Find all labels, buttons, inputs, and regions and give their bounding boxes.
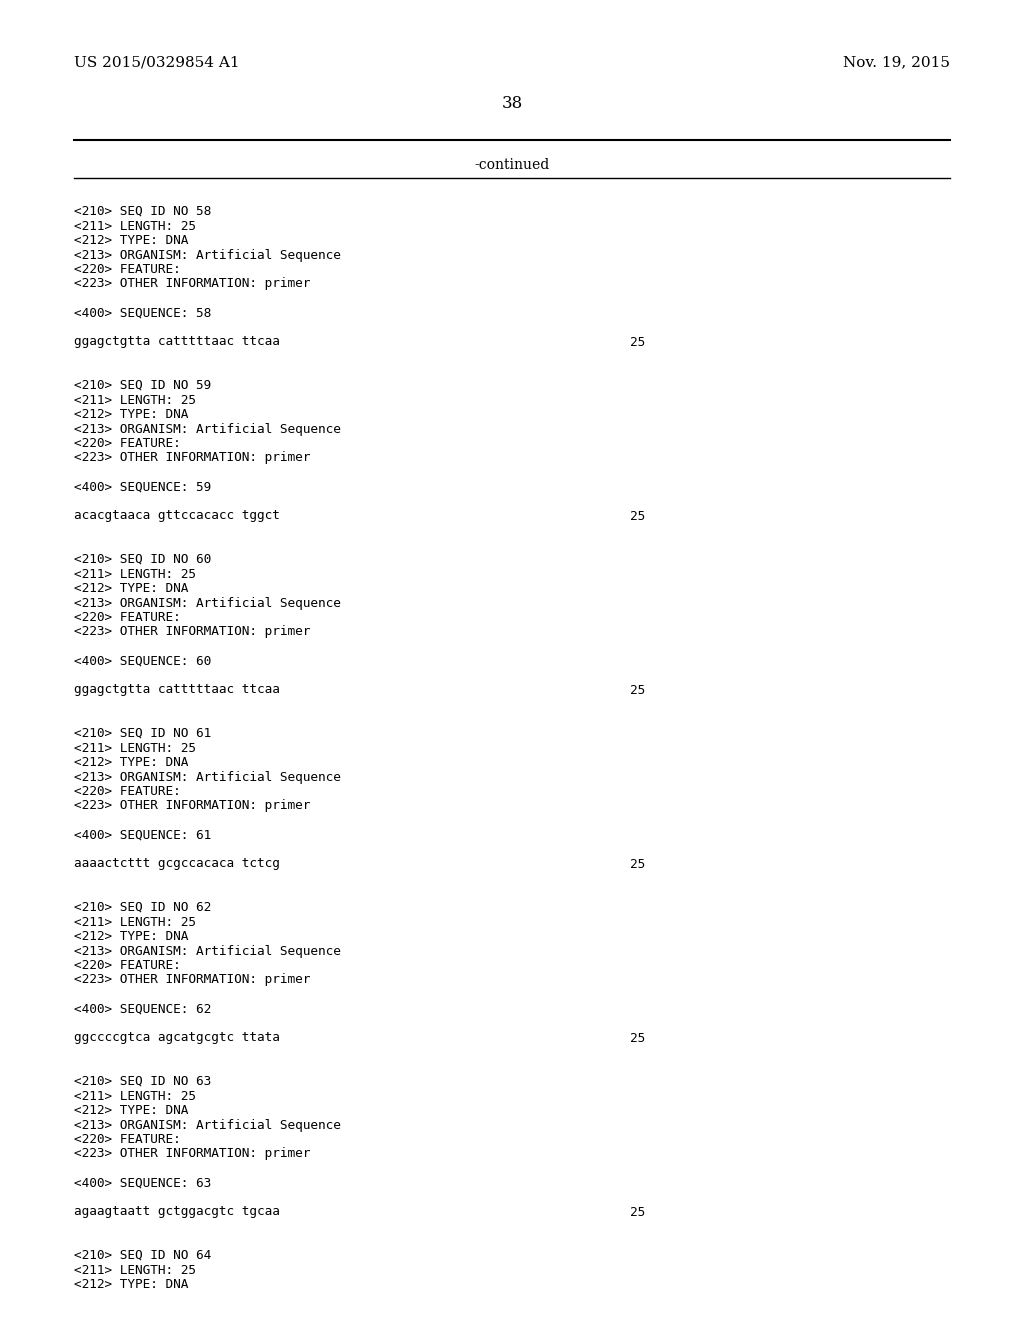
- Text: <223> OTHER INFORMATION: primer: <223> OTHER INFORMATION: primer: [74, 1147, 310, 1160]
- Text: Nov. 19, 2015: Nov. 19, 2015: [844, 55, 950, 69]
- Text: <400> SEQUENCE: 59: <400> SEQUENCE: 59: [74, 480, 211, 494]
- Text: <223> OTHER INFORMATION: primer: <223> OTHER INFORMATION: primer: [74, 974, 310, 986]
- Text: <223> OTHER INFORMATION: primer: <223> OTHER INFORMATION: primer: [74, 451, 310, 465]
- Text: <211> LENGTH: 25: <211> LENGTH: 25: [74, 1263, 196, 1276]
- Text: <210> SEQ ID NO 64: <210> SEQ ID NO 64: [74, 1249, 211, 1262]
- Text: <213> ORGANISM: Artificial Sequence: <213> ORGANISM: Artificial Sequence: [74, 771, 341, 784]
- Text: <213> ORGANISM: Artificial Sequence: <213> ORGANISM: Artificial Sequence: [74, 945, 341, 957]
- Text: <212> TYPE: DNA: <212> TYPE: DNA: [74, 756, 188, 770]
- Text: <223> OTHER INFORMATION: primer: <223> OTHER INFORMATION: primer: [74, 277, 310, 290]
- Text: acacgtaaca gttccacacc tggct: acacgtaaca gttccacacc tggct: [74, 510, 280, 523]
- Text: 25: 25: [630, 510, 645, 523]
- Text: 25: 25: [630, 858, 645, 870]
- Text: <213> ORGANISM: Artificial Sequence: <213> ORGANISM: Artificial Sequence: [74, 597, 341, 610]
- Text: <220> FEATURE:: <220> FEATURE:: [74, 960, 180, 972]
- Text: 25: 25: [630, 335, 645, 348]
- Text: -continued: -continued: [474, 158, 550, 172]
- Text: <211> LENGTH: 25: <211> LENGTH: 25: [74, 393, 196, 407]
- Text: <400> SEQUENCE: 60: <400> SEQUENCE: 60: [74, 655, 211, 668]
- Text: agaagtaatt gctggacgtc tgcaa: agaagtaatt gctggacgtc tgcaa: [74, 1205, 280, 1218]
- Text: 38: 38: [502, 95, 522, 112]
- Text: <210> SEQ ID NO 60: <210> SEQ ID NO 60: [74, 553, 211, 566]
- Text: <220> FEATURE:: <220> FEATURE:: [74, 1133, 180, 1146]
- Text: US 2015/0329854 A1: US 2015/0329854 A1: [74, 55, 240, 69]
- Text: aaaactcttt gcgccacaca tctcg: aaaactcttt gcgccacaca tctcg: [74, 858, 280, 870]
- Text: <210> SEQ ID NO 63: <210> SEQ ID NO 63: [74, 1074, 211, 1088]
- Text: ggagctgtta catttttaac ttcaa: ggagctgtta catttttaac ttcaa: [74, 684, 280, 697]
- Text: <400> SEQUENCE: 63: <400> SEQUENCE: 63: [74, 1176, 211, 1189]
- Text: <220> FEATURE:: <220> FEATURE:: [74, 263, 180, 276]
- Text: <212> TYPE: DNA: <212> TYPE: DNA: [74, 931, 188, 942]
- Text: <400> SEQUENCE: 61: <400> SEQUENCE: 61: [74, 829, 211, 842]
- Text: <212> TYPE: DNA: <212> TYPE: DNA: [74, 582, 188, 595]
- Text: 25: 25: [630, 684, 645, 697]
- Text: <223> OTHER INFORMATION: primer: <223> OTHER INFORMATION: primer: [74, 800, 310, 813]
- Text: <211> LENGTH: 25: <211> LENGTH: 25: [74, 742, 196, 755]
- Text: <220> FEATURE:: <220> FEATURE:: [74, 785, 180, 799]
- Text: <210> SEQ ID NO 62: <210> SEQ ID NO 62: [74, 902, 211, 913]
- Text: 25: 25: [630, 1205, 645, 1218]
- Text: <213> ORGANISM: Artificial Sequence: <213> ORGANISM: Artificial Sequence: [74, 1118, 341, 1131]
- Text: <212> TYPE: DNA: <212> TYPE: DNA: [74, 1104, 188, 1117]
- Text: <211> LENGTH: 25: <211> LENGTH: 25: [74, 916, 196, 928]
- Text: 25: 25: [630, 1031, 645, 1044]
- Text: <210> SEQ ID NO 58: <210> SEQ ID NO 58: [74, 205, 211, 218]
- Text: <400> SEQUENCE: 62: <400> SEQUENCE: 62: [74, 1002, 211, 1015]
- Text: <212> TYPE: DNA: <212> TYPE: DNA: [74, 408, 188, 421]
- Text: <210> SEQ ID NO 59: <210> SEQ ID NO 59: [74, 379, 211, 392]
- Text: <211> LENGTH: 25: <211> LENGTH: 25: [74, 1089, 196, 1102]
- Text: <400> SEQUENCE: 58: <400> SEQUENCE: 58: [74, 306, 211, 319]
- Text: <211> LENGTH: 25: <211> LENGTH: 25: [74, 219, 196, 232]
- Text: <212> TYPE: DNA: <212> TYPE: DNA: [74, 1278, 188, 1291]
- Text: <213> ORGANISM: Artificial Sequence: <213> ORGANISM: Artificial Sequence: [74, 248, 341, 261]
- Text: <211> LENGTH: 25: <211> LENGTH: 25: [74, 568, 196, 581]
- Text: <213> ORGANISM: Artificial Sequence: <213> ORGANISM: Artificial Sequence: [74, 422, 341, 436]
- Text: <223> OTHER INFORMATION: primer: <223> OTHER INFORMATION: primer: [74, 626, 310, 639]
- Text: <220> FEATURE:: <220> FEATURE:: [74, 611, 180, 624]
- Text: <210> SEQ ID NO 61: <210> SEQ ID NO 61: [74, 727, 211, 741]
- Text: ggagctgtta catttttaac ttcaa: ggagctgtta catttttaac ttcaa: [74, 335, 280, 348]
- Text: ggccccgtca agcatgcgtc ttata: ggccccgtca agcatgcgtc ttata: [74, 1031, 280, 1044]
- Text: <212> TYPE: DNA: <212> TYPE: DNA: [74, 234, 188, 247]
- Text: <220> FEATURE:: <220> FEATURE:: [74, 437, 180, 450]
